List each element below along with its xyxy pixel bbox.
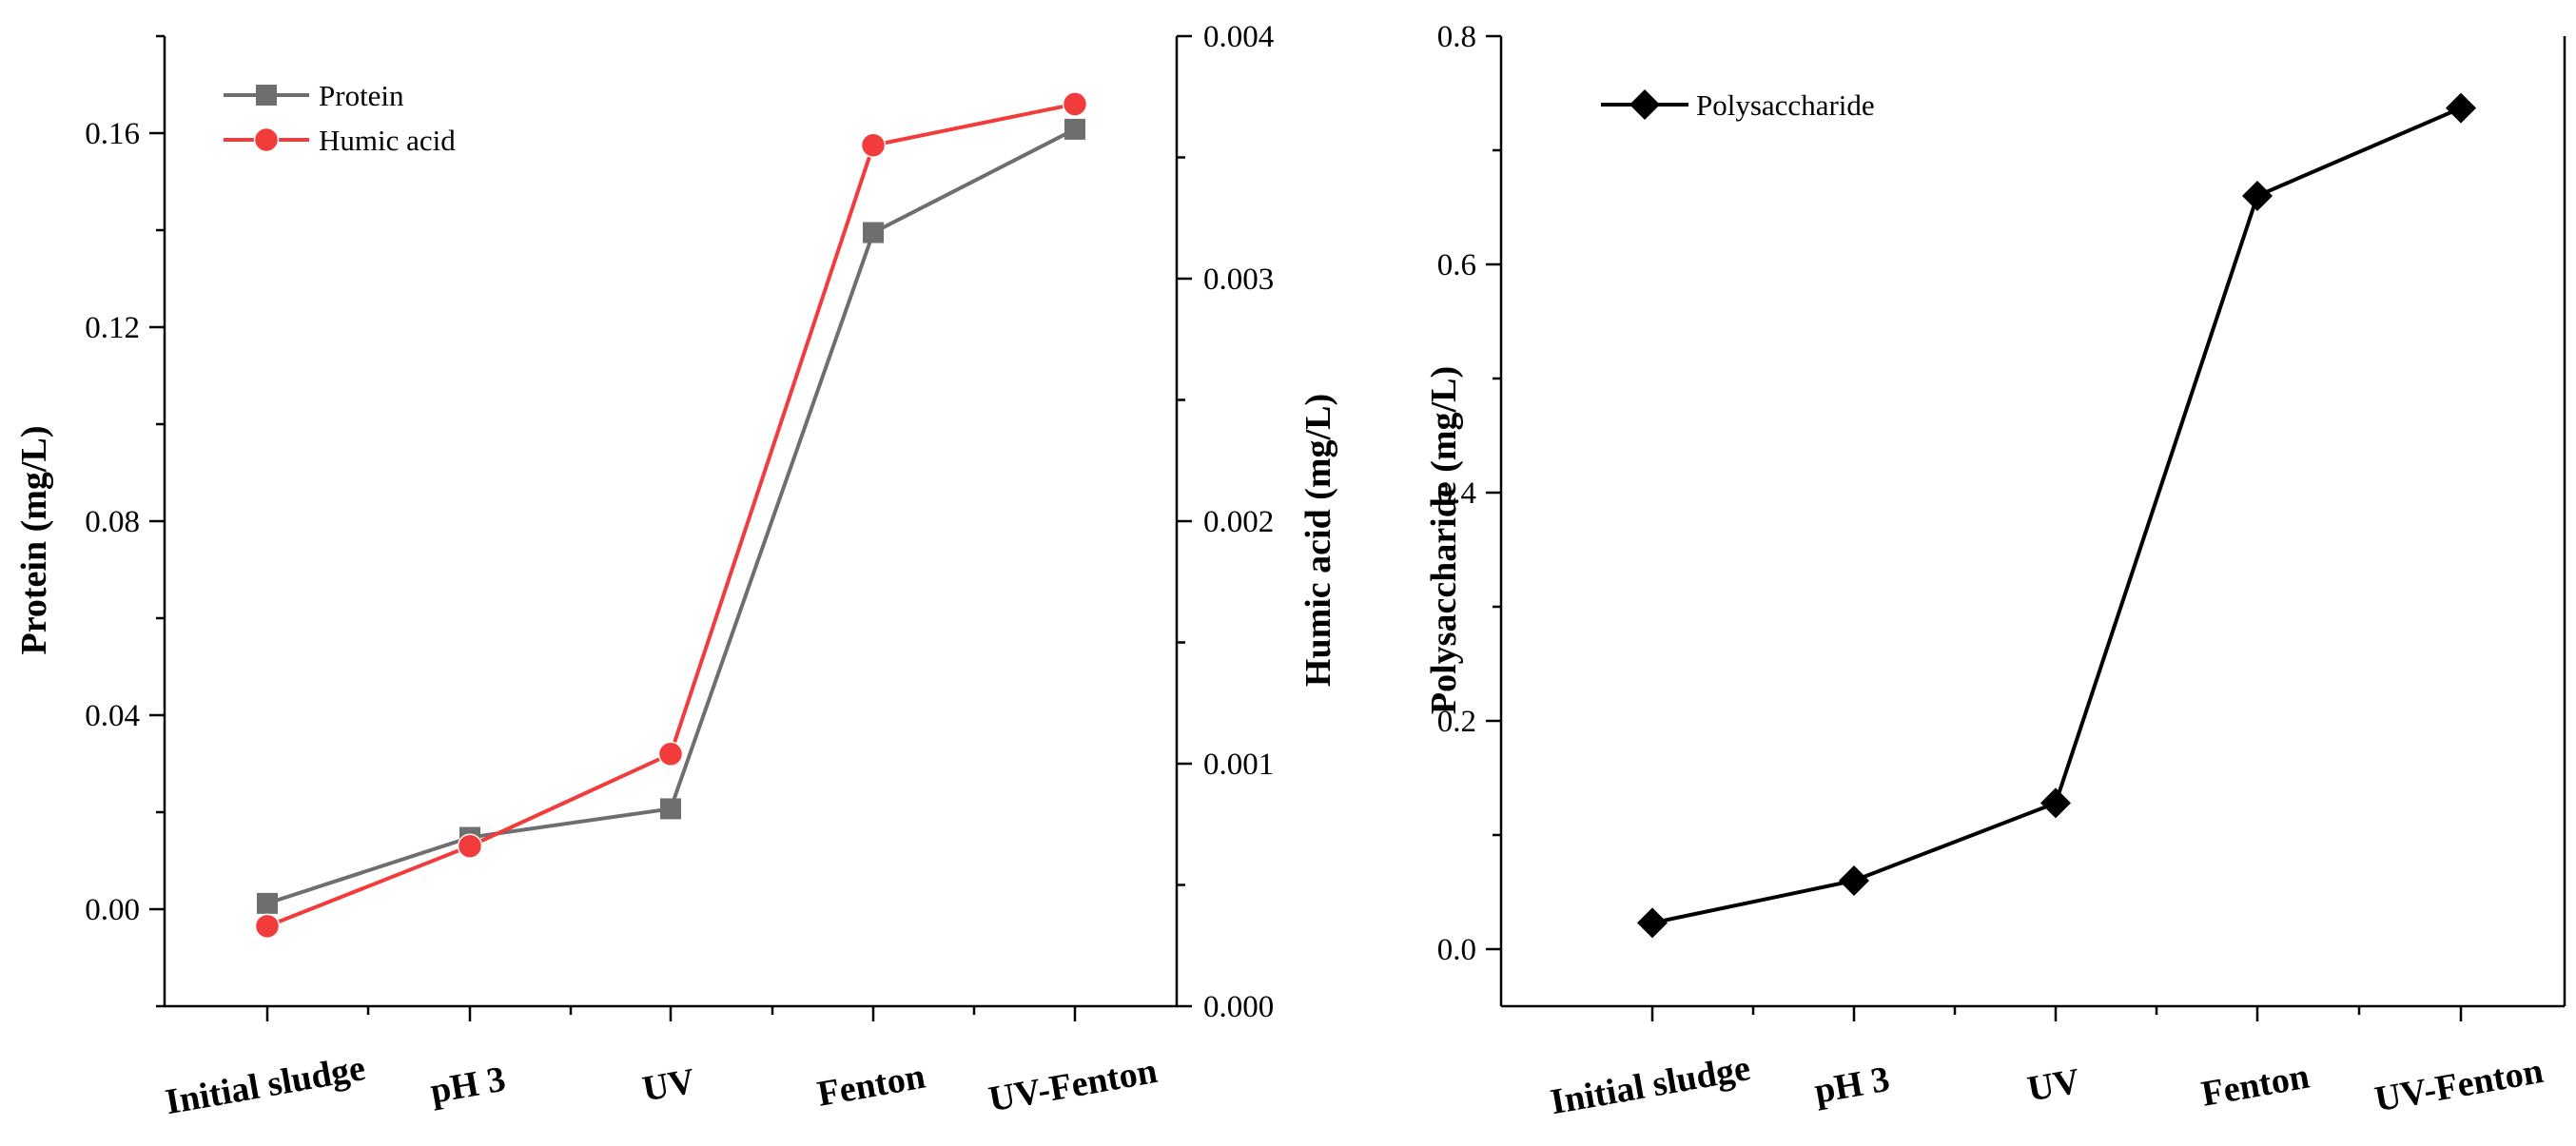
x-category-label: UV — [2024, 1061, 2083, 1110]
point-polysaccharide — [2446, 92, 2476, 124]
point-humic-acid — [860, 132, 887, 158]
right-y-axis-title: Humic acid (mg/L) — [1298, 394, 1338, 687]
legend-marker-polysaccharide — [1630, 89, 1660, 120]
point-polysaccharide — [2242, 181, 2273, 211]
y-tick-label: 0.8 — [1437, 20, 1476, 54]
x-category-label: pH 3 — [1811, 1059, 1892, 1112]
right-y-tick-label: 0.002 — [1203, 505, 1274, 539]
left-y-axis-title: Protein (mg/L) — [14, 426, 54, 655]
y-tick-label: 0.4 — [1437, 476, 1476, 511]
legend-marker-protein — [256, 85, 277, 106]
legend-label-humic-acid: Humic acid — [319, 124, 456, 157]
point-humic-acid — [457, 833, 483, 859]
right-y-tick-label: 0.004 — [1203, 20, 1274, 54]
left-y-tick-label: 0.16 — [85, 117, 140, 151]
left-y-tick-label: 0.00 — [85, 893, 140, 927]
y-tick-label: 0.6 — [1437, 248, 1476, 282]
point-polysaccharide — [2040, 787, 2071, 819]
point-protein — [1064, 118, 1085, 140]
y-tick-label: 0.2 — [1437, 705, 1476, 739]
legend-label-protein: Protein — [319, 79, 404, 112]
x-category-label: Fenton — [2198, 1057, 2313, 1115]
legend-marker-humic-acid — [253, 126, 280, 153]
point-polysaccharide — [1839, 865, 1869, 896]
left-y-tick-label: 0.12 — [85, 311, 140, 345]
polysaccharide-chart: 0.0 0.2 0.4 0.6 0.8 Initial sludge pH 3 UV Fento… — [1424, 20, 2566, 1122]
x-category-label: Initial sludge — [163, 1048, 368, 1122]
x-category-label: UV — [639, 1061, 698, 1110]
point-protein — [660, 798, 681, 820]
series-line-protein — [266, 127, 1076, 905]
right-y-tick-label: 0.003 — [1203, 262, 1274, 297]
point-polysaccharide — [1637, 907, 1668, 939]
protein-humic-chart: 0.00 0.04 0.08 0.12 0.16 0.000 0.001 0.002 0.003… — [14, 20, 1338, 1122]
left-y-tick-label: 0.04 — [85, 699, 140, 733]
x-category-label: Fenton — [814, 1057, 928, 1115]
legend-label-polysaccharide: Polysaccharide — [1696, 88, 1875, 122]
x-category-label: UV-Fenton — [2371, 1051, 2546, 1119]
x-category-label: Initial sludge — [1548, 1048, 1753, 1122]
point-humic-acid — [657, 741, 684, 767]
point-protein — [863, 222, 884, 243]
x-category-label: UV-Fenton — [986, 1051, 1160, 1119]
y-axis-title: Polysaccharide (mg/L) — [1424, 366, 1464, 714]
point-humic-acid — [254, 913, 281, 940]
left-y-tick-label: 0.08 — [85, 505, 140, 539]
right-y-tick-label: 0.000 — [1203, 990, 1274, 1024]
x-category-label: pH 3 — [427, 1059, 508, 1112]
right-y-tick-label: 0.001 — [1203, 748, 1274, 782]
y-tick-label: 0.0 — [1437, 933, 1476, 967]
point-humic-acid — [1062, 91, 1088, 117]
point-protein — [257, 892, 278, 914]
